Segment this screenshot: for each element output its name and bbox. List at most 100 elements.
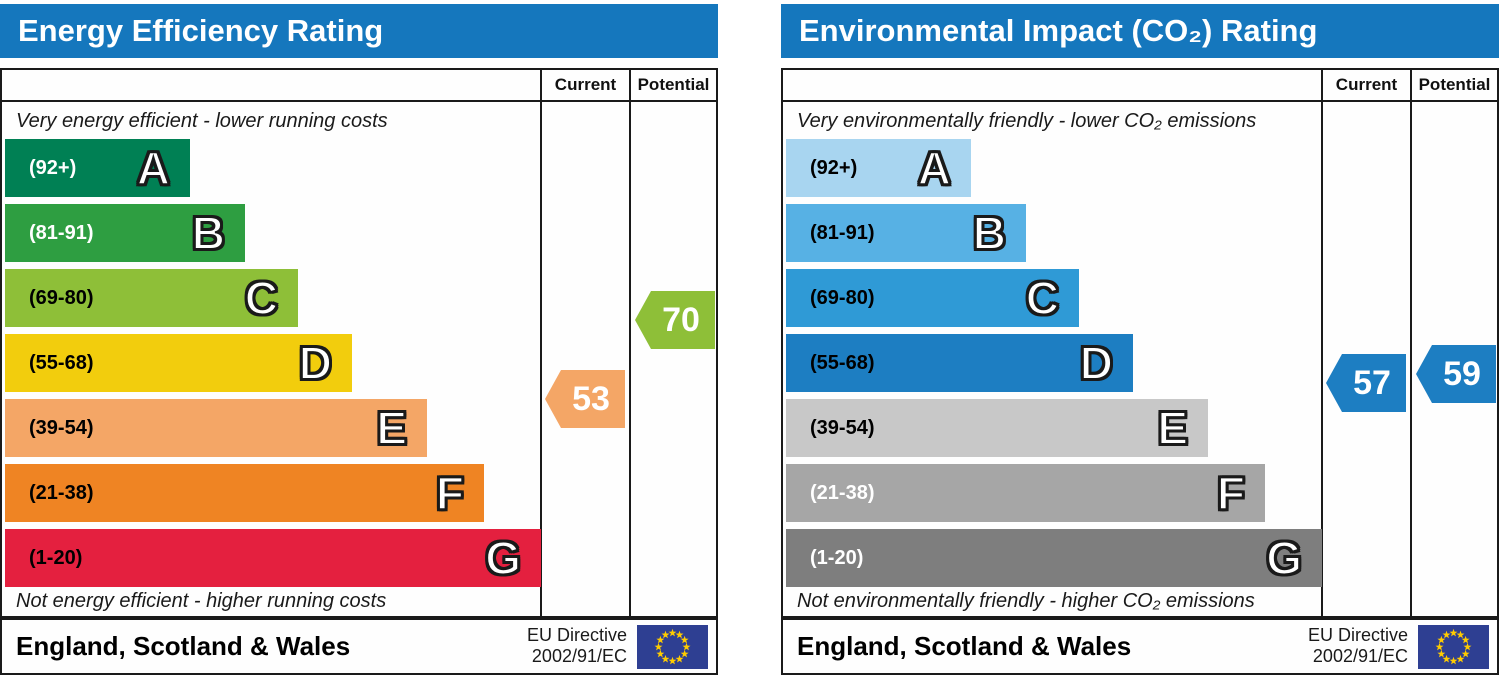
band-row: (39-54) E (5, 399, 716, 457)
band-bar: (55-68) D (5, 334, 352, 392)
current-rating-arrow: 57 (1326, 354, 1406, 412)
potential-rating-arrow: 59 (1416, 345, 1496, 403)
top-scale-note: Very energy efficient - lower running co… (16, 110, 388, 132)
band-row: (69-80) C (786, 269, 1497, 327)
band-row: (81-91) B (5, 204, 716, 262)
rating-bands: (92+) A (81-91) B (69-80) C (55-68) D (3… (786, 139, 1497, 594)
band-letter: D (298, 337, 333, 389)
top-scale-note: Very environmentally friendly - lower CO… (797, 110, 1257, 132)
region-label: England, Scotland & Wales (16, 631, 351, 661)
eu-flag-star (1461, 635, 1470, 644)
band-range-label: (39-54) (810, 416, 875, 439)
header-divider (2, 100, 716, 102)
band-row: (55-68) D (786, 334, 1497, 392)
rating-value: 53 (572, 379, 610, 418)
band-row: (21-38) F (786, 464, 1497, 522)
eu-flag-star (654, 642, 663, 651)
eu-flag-star (680, 649, 689, 658)
band-letter: F (435, 467, 465, 519)
band-row: (69-80) C (5, 269, 716, 327)
eu-flag-star (1442, 654, 1451, 663)
band-bar: (39-54) E (5, 399, 427, 457)
band-bar: (21-38) F (786, 464, 1265, 522)
band-bar: (92+) A (786, 139, 971, 197)
eu-flag-star (675, 630, 684, 639)
eu-directive-line1: EU Directive (1307, 625, 1408, 645)
column-header-potential: Potential (637, 75, 710, 94)
column-header-potential: Potential (1418, 75, 1491, 94)
eu-flag-star (1456, 654, 1465, 663)
eu-flag-star (1449, 656, 1458, 665)
rating-table: Current Potential Very environmentally f… (781, 68, 1499, 618)
bottom-scale-note: Not energy efficient - higher running co… (16, 590, 387, 612)
band-range-label: (1-20) (810, 546, 864, 569)
eu-directive-line1: EU Directive (526, 625, 627, 645)
band-bar: (81-91) B (5, 204, 245, 262)
eu-flag-star (680, 635, 689, 644)
eu-flag-star (668, 656, 677, 665)
band-bar: (55-68) D (786, 334, 1133, 392)
band-letter: E (375, 402, 408, 454)
eu-flag-star (1442, 630, 1451, 639)
band-range-label: (21-38) (810, 481, 875, 504)
current-rating-arrow: 53 (545, 370, 625, 428)
chart-footer: England, Scotland & Wales EU Directive 2… (0, 618, 718, 675)
band-letter: F (1216, 467, 1246, 519)
band-range-label: (1-20) (29, 546, 83, 569)
band-bar: (1-20) G (786, 529, 1322, 587)
band-row: (92+) A (786, 139, 1497, 197)
eu-flag-star (1461, 649, 1470, 658)
chart-title: Environmental Impact (CO₂) Rating (781, 4, 1499, 58)
eu-flag-icon (1418, 625, 1489, 669)
band-bar: (69-80) C (786, 269, 1079, 327)
band-range-label: (92+) (29, 156, 77, 179)
band-bar: (81-91) B (786, 204, 1026, 262)
band-row: (55-68) D (5, 334, 716, 392)
band-range-label: (39-54) (29, 416, 94, 439)
band-range-label: (69-80) (29, 286, 94, 309)
eu-flag-star (675, 654, 684, 663)
environmental-impact-chart: Environmental Impact (CO₂) Rating Curren… (781, 0, 1499, 675)
band-letter: B (972, 207, 1007, 259)
band-letter: G (484, 532, 522, 584)
bottom-scale-note: Not environmentally friendly - higher CO… (797, 590, 1255, 612)
band-bar: (21-38) F (5, 464, 484, 522)
band-bar: (1-20) G (5, 529, 541, 587)
rating-value: 57 (1353, 363, 1391, 402)
column-header-current: Current (554, 75, 617, 94)
eu-directive-line2: 2002/91/EC (531, 646, 627, 666)
eu-directive-label: EU Directive 2002/91/EC (442, 625, 627, 667)
band-row: (92+) A (5, 139, 716, 197)
eu-flag-icon (637, 625, 708, 669)
chart-title: Energy Efficiency Rating (0, 4, 718, 58)
eu-flag-star (661, 630, 670, 639)
band-range-label: (69-80) (810, 286, 875, 309)
energy-efficiency-chart: Energy Efficiency Rating Current Potenti… (0, 0, 718, 675)
potential-rating-arrow: 70 (635, 291, 715, 349)
column-divider (540, 70, 542, 616)
rating-value: 70 (662, 300, 700, 339)
rating-value: 59 (1443, 354, 1481, 393)
eu-flag-star (656, 635, 665, 644)
band-row: (1-20) G (786, 529, 1497, 587)
eu-flag-star (661, 654, 670, 663)
band-range-label: (55-68) (810, 351, 875, 374)
header-divider (783, 100, 1497, 102)
column-divider (1321, 70, 1323, 616)
band-letter: B (191, 207, 226, 259)
eu-flag-star (668, 628, 677, 637)
eu-flag-star (1463, 642, 1472, 651)
eu-flag-star (1437, 635, 1446, 644)
band-bar: (39-54) E (786, 399, 1208, 457)
band-range-label: (81-91) (29, 221, 94, 244)
eu-directive-label: EU Directive 2002/91/EC (1223, 625, 1408, 667)
chart-footer: England, Scotland & Wales EU Directive 2… (781, 618, 1499, 675)
eu-flag-star (656, 649, 665, 658)
band-bar: (92+) A (5, 139, 190, 197)
band-row: (39-54) E (786, 399, 1497, 457)
region-label: England, Scotland & Wales (797, 631, 1132, 661)
band-letter: D (1079, 337, 1114, 389)
eu-directive-line2: 2002/91/EC (1312, 646, 1408, 666)
band-range-label: (55-68) (29, 351, 94, 374)
